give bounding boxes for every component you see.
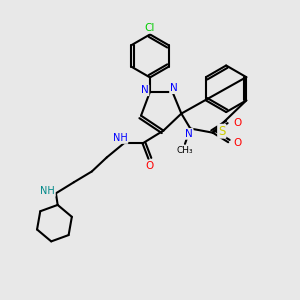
- Text: NH: NH: [113, 133, 128, 143]
- Text: S: S: [218, 125, 226, 138]
- Text: O: O: [233, 118, 241, 128]
- Text: O: O: [146, 160, 154, 170]
- Text: NH: NH: [40, 186, 55, 196]
- Text: N: N: [185, 129, 193, 139]
- Text: Cl: Cl: [145, 23, 155, 33]
- Text: N: N: [170, 83, 178, 93]
- Text: O: O: [234, 138, 242, 148]
- Text: N: N: [141, 85, 148, 95]
- Text: CH₃: CH₃: [176, 146, 193, 154]
